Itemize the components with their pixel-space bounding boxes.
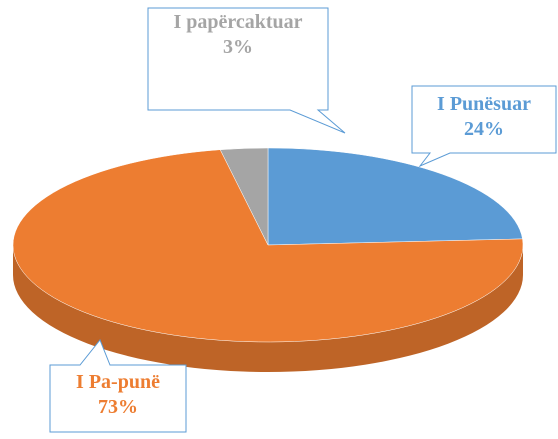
callout-box xyxy=(411,85,557,168)
category-label: I Punësuar xyxy=(437,93,531,115)
data-label: I Punësuar 24% xyxy=(412,92,556,142)
category-label: I Pa-punë xyxy=(76,371,160,393)
slice xyxy=(12,149,524,343)
data-label: I papërcaktuar 3% xyxy=(168,10,308,60)
callout-box xyxy=(147,7,346,134)
value-label: 73% xyxy=(98,396,138,418)
pie xyxy=(12,147,524,372)
value-label: 24% xyxy=(464,118,504,140)
data-label: I Pa-punë 73% xyxy=(50,370,186,420)
category-label: I papërcaktuar xyxy=(173,11,303,33)
slice xyxy=(219,147,269,246)
value-label: 3% xyxy=(223,36,253,58)
callouts xyxy=(49,7,557,433)
callout-box xyxy=(49,339,187,433)
slice xyxy=(267,147,523,246)
slice-side xyxy=(13,245,523,372)
